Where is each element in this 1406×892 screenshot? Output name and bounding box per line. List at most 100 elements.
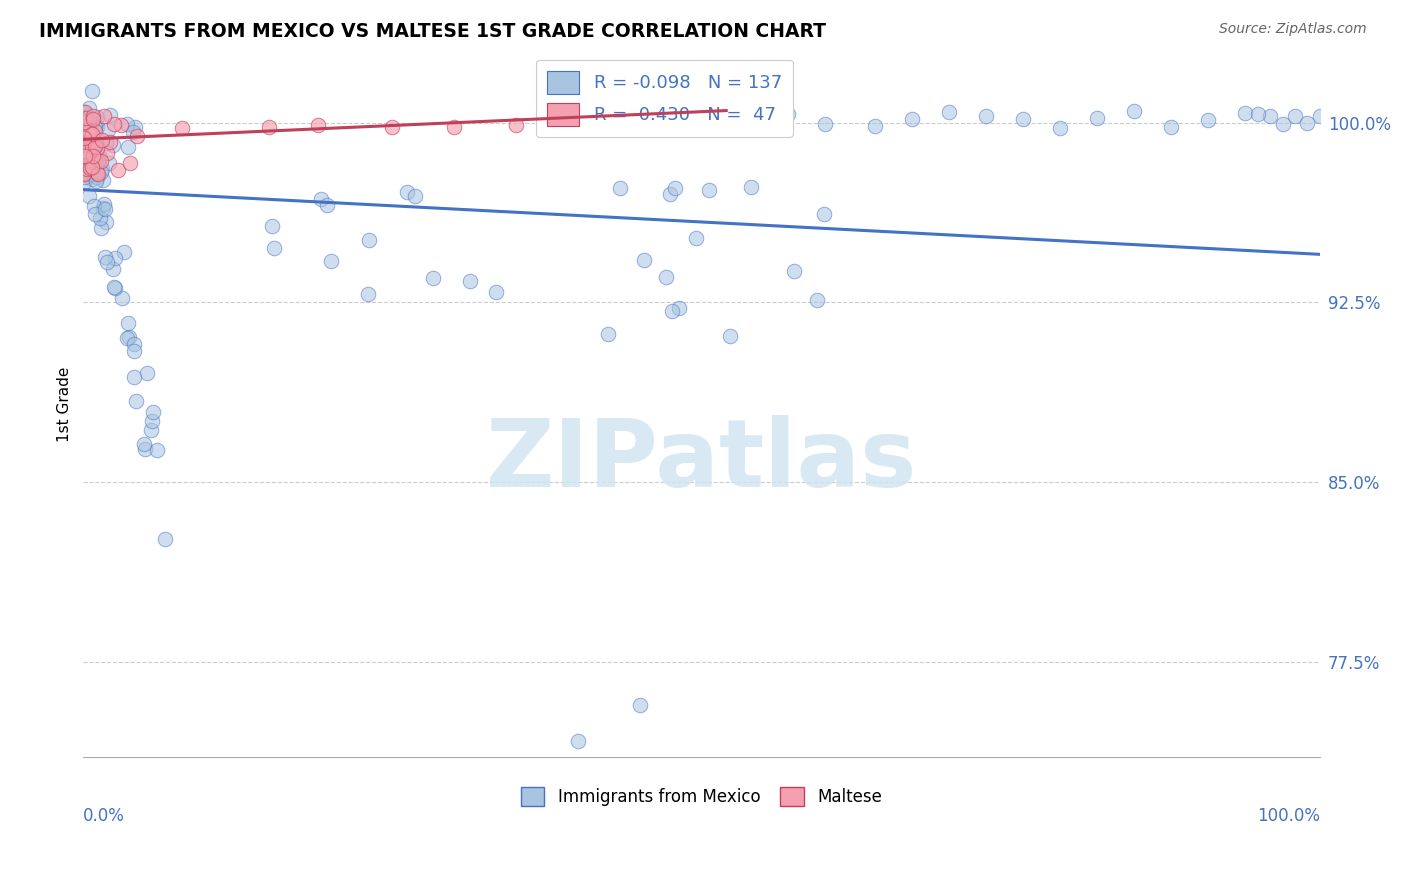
Point — [633, 252, 655, 267]
Point — [77, 169, 100, 183]
Point — [134, 442, 156, 456]
Point — [97, 123, 120, 137]
Point — [263, 241, 285, 255]
Point — [79, 167, 101, 181]
Text: ZIPatlas: ZIPatlas — [486, 415, 917, 507]
Point — [80, 138, 103, 153]
Point — [72, 105, 94, 120]
Point — [94, 136, 117, 151]
Point — [122, 125, 145, 139]
Point — [82, 83, 104, 97]
Point — [86, 153, 108, 168]
Point — [309, 192, 332, 206]
Point — [321, 254, 343, 268]
Point — [73, 149, 96, 163]
Point — [103, 280, 125, 294]
Point — [94, 250, 117, 264]
Point — [79, 119, 101, 133]
Text: 100.0%: 100.0% — [1257, 807, 1320, 825]
Point — [75, 109, 97, 123]
Point — [863, 120, 886, 134]
Point — [80, 127, 103, 141]
Point — [75, 157, 97, 171]
Point — [127, 129, 149, 144]
Point — [1296, 116, 1319, 130]
Point — [89, 150, 111, 164]
Point — [101, 138, 124, 153]
Point — [134, 436, 156, 450]
Point — [93, 109, 115, 123]
Point — [139, 423, 162, 437]
Point — [86, 170, 108, 185]
Point — [79, 188, 101, 202]
Point — [84, 151, 107, 165]
Point — [76, 139, 98, 153]
Point — [115, 331, 138, 345]
Point — [82, 109, 104, 123]
Point — [82, 148, 104, 162]
Point — [83, 199, 105, 213]
Text: Source: ZipAtlas.com: Source: ZipAtlas.com — [1219, 22, 1367, 37]
Point — [76, 161, 98, 176]
Point — [80, 167, 103, 181]
Point — [740, 179, 762, 194]
Point — [98, 135, 121, 149]
Legend: Immigrants from Mexico, Maltese: Immigrants from Mexico, Maltese — [515, 780, 889, 813]
Point — [77, 152, 100, 166]
Point — [77, 120, 100, 134]
Point — [86, 147, 108, 161]
Point — [1234, 106, 1257, 120]
Point — [83, 164, 105, 178]
Point — [86, 166, 108, 180]
Point — [111, 291, 134, 305]
Point — [974, 109, 997, 123]
Point — [1271, 117, 1294, 131]
Point — [117, 117, 139, 131]
Point — [122, 369, 145, 384]
Text: 0.0%: 0.0% — [83, 807, 125, 825]
Point — [381, 120, 404, 135]
Point — [75, 161, 97, 176]
Point — [664, 180, 686, 194]
Point — [315, 198, 337, 212]
Point — [718, 328, 741, 343]
Point — [79, 111, 101, 125]
Y-axis label: 1st Grade: 1st Grade — [58, 367, 72, 442]
Point — [1258, 109, 1281, 123]
Point — [124, 337, 146, 351]
Point — [73, 175, 96, 189]
Point — [82, 160, 104, 174]
Point — [77, 160, 100, 174]
Point — [96, 145, 118, 160]
Point — [84, 207, 107, 221]
Point — [77, 124, 100, 138]
Point — [75, 156, 97, 170]
Point — [79, 150, 101, 164]
Point — [86, 168, 108, 182]
Point — [79, 161, 101, 176]
Point — [73, 166, 96, 180]
Point — [104, 251, 127, 265]
Point — [73, 131, 96, 145]
Point — [135, 366, 157, 380]
Point — [307, 118, 329, 132]
Point — [659, 186, 682, 201]
Point — [83, 161, 105, 176]
Point — [79, 148, 101, 162]
Point — [86, 141, 108, 155]
Point — [79, 139, 101, 153]
Point — [404, 188, 426, 202]
Point — [142, 405, 165, 419]
Point — [112, 245, 135, 260]
Point — [765, 106, 787, 120]
Point — [84, 120, 107, 134]
Point — [83, 139, 105, 153]
Point — [73, 145, 96, 159]
Point — [125, 394, 148, 409]
Point — [1197, 112, 1219, 127]
Point — [155, 532, 177, 546]
Point — [110, 119, 132, 133]
Point — [567, 733, 589, 747]
Point — [141, 414, 163, 428]
Point — [783, 264, 806, 278]
